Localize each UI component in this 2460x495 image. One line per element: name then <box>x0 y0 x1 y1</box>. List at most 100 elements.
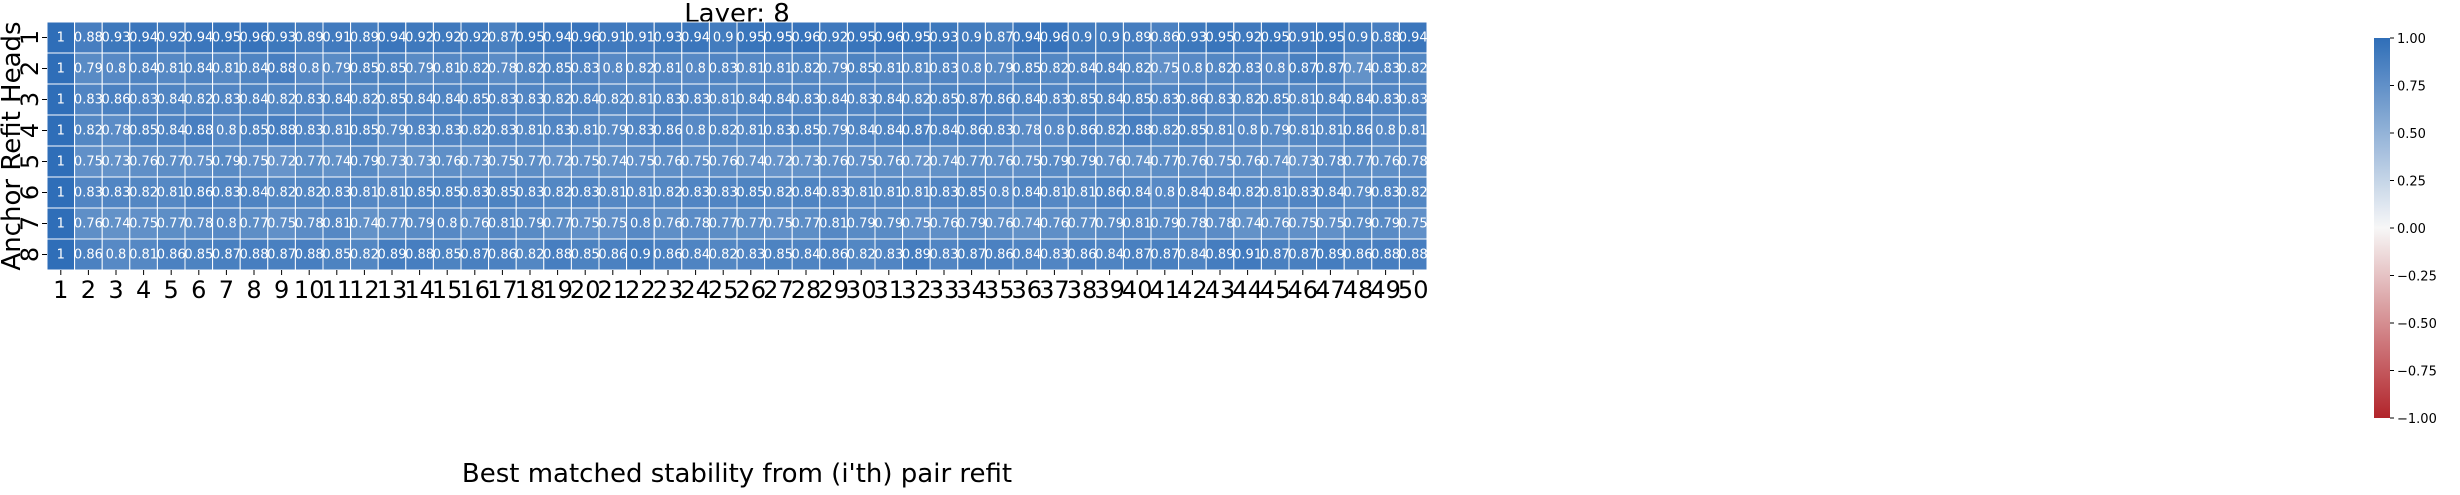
heatmap-cell <box>267 83 296 116</box>
heatmap-cell <box>156 238 186 271</box>
heatmap-cell <box>1398 114 1428 147</box>
heatmap-cell <box>1233 83 1262 116</box>
cell-value-label: 0.87 <box>460 248 489 263</box>
cell-value-label: 0.77 <box>543 217 572 232</box>
heatmap-cell <box>1343 207 1373 240</box>
heatmap-cell <box>626 238 655 271</box>
cell-value-label: 0.81 <box>1399 124 1428 139</box>
heatmap-cell <box>239 238 269 271</box>
heatmap-cell <box>74 145 103 178</box>
heatmap-cell <box>432 52 462 85</box>
cell-value-label: 1 <box>57 155 65 170</box>
heatmap-cell <box>570 114 600 147</box>
cell-value-label: 0.76 <box>654 155 683 170</box>
cell-value-label: 0.81 <box>350 186 379 201</box>
cell-value-label: 0.82 <box>709 124 738 139</box>
cell-value-label: 0.92 <box>157 31 186 46</box>
cell-value-label: 0.83 <box>819 186 848 201</box>
heatmap-cell <box>653 83 683 116</box>
cell-value-label: 0.81 <box>902 186 931 201</box>
cell-value-label: 0.89 <box>378 248 407 263</box>
heatmap-cell <box>846 145 876 178</box>
heatmap-cell <box>1012 114 1042 147</box>
heatmap-cell <box>984 114 1014 147</box>
heatmap-cell <box>791 83 821 116</box>
heatmap-cell <box>460 207 490 240</box>
cell-value-label: 0.72 <box>764 155 793 170</box>
cell-value-label: 0.75 <box>847 155 876 170</box>
heatmap-cell <box>1178 52 1207 85</box>
cell-value-label: 0.9 <box>961 31 982 46</box>
cell-value-label: 0.82 <box>460 124 489 139</box>
cell-value-label: 0.81 <box>322 124 351 139</box>
heatmap-cell <box>653 21 683 54</box>
heatmap-cells: 1 0.880.930.940.920.940.950.960.930.890.9… <box>46 21 1428 271</box>
cell-value-label: 0.79 <box>322 62 351 77</box>
cell-value-label: 0.8 <box>1375 124 1396 139</box>
cell-value-label: 0.95 <box>516 31 545 46</box>
x-tick-label: 37 <box>1039 276 1070 304</box>
cell-value-label: 0.94 <box>681 31 710 46</box>
cell-value-label: 0.76 <box>1095 155 1124 170</box>
cell-value-label: 0.87 <box>212 248 241 263</box>
cell-value-label: 0.81 <box>212 62 241 77</box>
cell-value-label: 0.89 <box>1316 248 1345 263</box>
cell-value-label: 0.78 <box>102 124 131 139</box>
cell-value-label: 0.94 <box>543 31 572 46</box>
cell-value-label: 0.79 <box>1261 124 1290 139</box>
heatmap-cell <box>1288 238 1318 271</box>
heatmap-cell <box>515 21 545 54</box>
heatmap-cell <box>1205 52 1235 85</box>
heatmap-cell <box>1122 145 1152 178</box>
cell-value-label: 0.75 <box>764 217 793 232</box>
heatmap-cell <box>626 145 655 178</box>
cell-value-label: 0.82 <box>184 93 213 108</box>
heatmap-cell <box>350 52 379 85</box>
cell-value-label: 0.82 <box>129 186 158 201</box>
heatmap-cell <box>156 207 186 240</box>
cell-value-label: 0.8 <box>602 62 623 77</box>
cell-value-label: 0.86 <box>157 248 186 263</box>
cell-value-label: 0.91 <box>322 31 351 46</box>
heatmap-cell <box>267 52 296 85</box>
cell-value-label: 0.91 <box>1233 248 1262 263</box>
cell-value-label: 0.93 <box>930 31 959 46</box>
cell-value-label: 0.83 <box>930 186 959 201</box>
cell-value-label: 0.82 <box>654 186 683 201</box>
heatmap-cell <box>874 145 904 178</box>
heatmap-cell <box>212 83 241 116</box>
cell-value-label: 0.85 <box>433 248 462 263</box>
cell-value-label: 0.8 <box>961 62 982 77</box>
cell-value-label: 0.81 <box>736 62 765 77</box>
heatmap-cell <box>1260 145 1290 178</box>
cell-value-label: 0.84 <box>681 248 710 263</box>
cell-value-label: 0.81 <box>1288 93 1317 108</box>
heatmap-cell <box>129 207 158 240</box>
heatmap-cell <box>1288 145 1318 178</box>
cell-value-label: 0.77 <box>157 217 186 232</box>
cell-value-label: 0.84 <box>1012 248 1041 263</box>
cell-value-label: 0.79 <box>1344 186 1373 201</box>
heatmap-cell <box>1316 207 1345 240</box>
x-tick-label: 11 <box>322 276 353 304</box>
cell-value-label: 0.84 <box>433 93 462 108</box>
cell-value-label: 0.73 <box>378 155 407 170</box>
cell-value-label: 0.84 <box>874 124 903 139</box>
x-tick-label: 3 <box>108 276 123 304</box>
cell-value-label: 0.89 <box>1123 31 1152 46</box>
colorbar-tick-label: −0.75 <box>2397 365 2437 380</box>
cell-value-label: 0.84 <box>184 62 213 77</box>
cell-value-label: 0.8 <box>685 62 706 77</box>
cell-value-label: 0.87 <box>957 248 986 263</box>
cell-value-label: 0.85 <box>1012 62 1041 77</box>
x-tick-label: 26 <box>736 276 767 304</box>
cell-value-label: 0.8 <box>1237 124 1258 139</box>
heatmap-cell <box>929 207 959 240</box>
x-tick-label: 30 <box>846 276 877 304</box>
cell-value-label: 0.88 <box>74 31 103 46</box>
cell-value-label: 0.81 <box>626 93 655 108</box>
cell-value-label: 0.78 <box>1178 217 1207 232</box>
cell-value-label: 0.95 <box>847 31 876 46</box>
cell-value-label: 0.84 <box>240 62 269 77</box>
